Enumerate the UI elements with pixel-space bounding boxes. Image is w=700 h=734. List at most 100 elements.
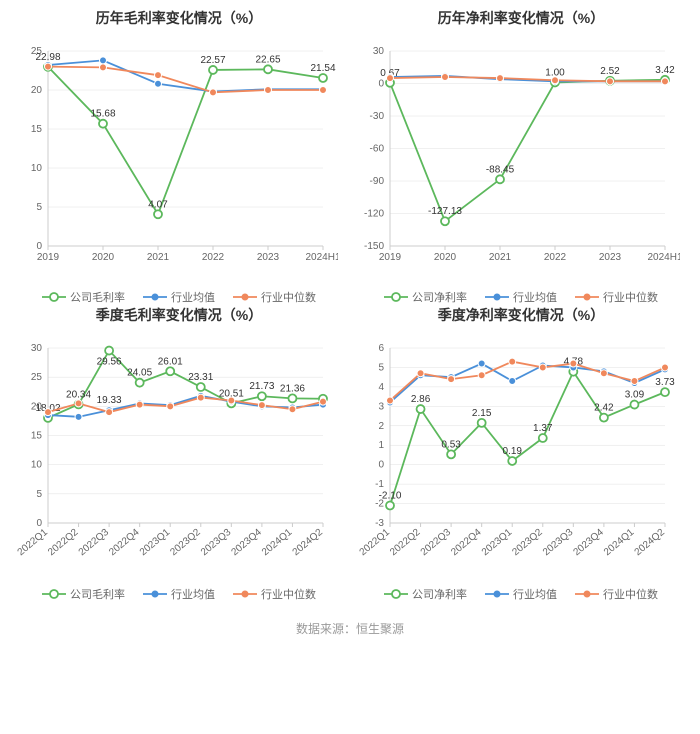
- svg-text:2021: 2021: [489, 252, 512, 263]
- svg-text:2019: 2019: [379, 252, 402, 263]
- svg-text:2023Q4: 2023Q4: [571, 527, 606, 559]
- svg-text:2024Q2: 2024Q2: [291, 527, 326, 559]
- svg-text:2023Q4: 2023Q4: [229, 527, 264, 559]
- svg-text:2023: 2023: [599, 252, 622, 263]
- svg-text:2023Q1: 2023Q1: [480, 527, 515, 559]
- data-source-footer: 数据来源：恒生聚源: [0, 620, 700, 647]
- svg-text:1.37: 1.37: [533, 423, 553, 434]
- svg-text:2022Q3: 2022Q3: [77, 527, 112, 559]
- svg-text:25: 25: [31, 372, 43, 383]
- svg-text:15: 15: [31, 431, 43, 442]
- svg-text:2024Q1: 2024Q1: [260, 527, 295, 559]
- svg-text:0.19: 0.19: [502, 446, 522, 457]
- svg-text:-1: -1: [375, 479, 384, 490]
- svg-text:19.33: 19.33: [97, 395, 122, 406]
- svg-text:6: 6: [378, 343, 384, 354]
- svg-text:30: 30: [31, 343, 43, 354]
- svg-text:15.68: 15.68: [90, 109, 115, 120]
- svg-text:2024Q2: 2024Q2: [633, 527, 668, 559]
- svg-text:21.36: 21.36: [280, 383, 305, 394]
- legend-company: 公司净利率: [384, 289, 467, 305]
- svg-text:-88.45: -88.45: [486, 164, 515, 175]
- annual_net-title: 历年净利率变化情况（%）: [350, 8, 692, 28]
- svg-text:2020: 2020: [92, 252, 115, 263]
- quarterly_gross-chart: 季度毛利率变化情况（%）0510152025302022Q12022Q22022…: [8, 305, 350, 602]
- svg-text:2022Q1: 2022Q1: [16, 527, 51, 559]
- svg-text:3: 3: [378, 401, 384, 412]
- svg-text:-127.13: -127.13: [428, 206, 462, 217]
- svg-text:-90: -90: [370, 176, 385, 187]
- svg-text:22.57: 22.57: [200, 55, 225, 66]
- svg-text:2022Q4: 2022Q4: [449, 527, 484, 559]
- svg-text:5: 5: [36, 202, 42, 213]
- svg-text:5: 5: [378, 362, 384, 373]
- svg-text:3.09: 3.09: [625, 390, 645, 401]
- legend-industry-median: 行业中位数: [575, 289, 658, 305]
- quarterly_net-legend: 公司净利率 行业均值 行业中位数: [350, 586, 692, 602]
- svg-text:-30: -30: [370, 111, 385, 122]
- svg-text:5: 5: [36, 489, 42, 500]
- svg-text:2024H1: 2024H1: [305, 252, 338, 263]
- legend-industry-avg: 行业均值: [485, 289, 557, 305]
- quarterly_net-title: 季度净利率变化情况（%）: [350, 305, 692, 325]
- quarterly_gross-legend: 公司毛利率 行业均值 行业中位数: [8, 586, 350, 602]
- quarterly_gross-svg: 0510152025302022Q12022Q22022Q32022Q42023…: [8, 333, 338, 573]
- svg-text:2022: 2022: [202, 252, 225, 263]
- svg-text:2022Q3: 2022Q3: [419, 527, 454, 559]
- svg-text:2023Q1: 2023Q1: [138, 527, 173, 559]
- svg-text:15: 15: [31, 124, 43, 135]
- svg-text:2024H1: 2024H1: [647, 252, 680, 263]
- quarterly_net-chart: 季度净利率变化情况（%）-3-2-101234562022Q12022Q2202…: [350, 305, 692, 602]
- svg-text:10: 10: [31, 460, 43, 471]
- svg-text:2.15: 2.15: [472, 408, 492, 419]
- svg-text:2023Q3: 2023Q3: [541, 527, 576, 559]
- svg-text:2020: 2020: [434, 252, 457, 263]
- svg-text:0: 0: [378, 460, 384, 471]
- annual_gross-title: 历年毛利率变化情况（%）: [8, 8, 350, 28]
- svg-text:2.86: 2.86: [411, 394, 431, 405]
- annual_gross-legend: 公司毛利率 行业均值 行业中位数: [8, 289, 350, 305]
- svg-text:2023: 2023: [257, 252, 280, 263]
- svg-text:4.07: 4.07: [148, 199, 168, 210]
- svg-text:2023Q3: 2023Q3: [199, 527, 234, 559]
- annual_net-chart: 历年净利率变化情况（%）-150-120-90-60-3003020192020…: [350, 8, 692, 305]
- svg-text:2021: 2021: [147, 252, 170, 263]
- svg-text:4: 4: [378, 382, 384, 393]
- legend-industry-avg: 行业均值: [143, 289, 215, 305]
- svg-text:0.53: 0.53: [441, 439, 461, 450]
- legend-company: 公司净利率: [384, 586, 467, 602]
- svg-text:0: 0: [36, 241, 42, 252]
- svg-text:20.34: 20.34: [66, 389, 91, 400]
- svg-text:0: 0: [378, 79, 384, 90]
- svg-text:-60: -60: [370, 144, 385, 155]
- svg-text:2.42: 2.42: [594, 403, 614, 414]
- svg-text:-2.10: -2.10: [379, 491, 402, 502]
- svg-text:2022Q2: 2022Q2: [388, 527, 423, 559]
- svg-text:2023Q2: 2023Q2: [510, 527, 545, 559]
- svg-text:2019: 2019: [37, 252, 60, 263]
- legend-company: 公司毛利率: [42, 289, 125, 305]
- svg-text:20: 20: [31, 85, 43, 96]
- legend-industry-avg: 行业均值: [143, 586, 215, 602]
- chart-grid: 历年毛利率变化情况（%）0510152025201920202021202220…: [0, 0, 700, 610]
- svg-text:2022Q1: 2022Q1: [358, 527, 393, 559]
- quarterly_gross-title: 季度毛利率变化情况（%）: [8, 305, 350, 325]
- svg-text:21.54: 21.54: [310, 63, 335, 74]
- annual_gross-svg: 0510152025201920202021202220232024H122.9…: [8, 36, 338, 276]
- svg-text:30: 30: [373, 46, 385, 57]
- svg-text:22.65: 22.65: [255, 54, 280, 65]
- annual_net-svg: -150-120-90-60-3003020192020202120222023…: [350, 36, 680, 276]
- svg-text:2023Q2: 2023Q2: [168, 527, 203, 559]
- quarterly_net-svg: -3-2-101234562022Q12022Q22022Q32022Q4202…: [350, 333, 680, 573]
- legend-company: 公司毛利率: [42, 586, 125, 602]
- svg-text:23.31: 23.31: [188, 372, 213, 383]
- svg-text:1: 1: [378, 440, 384, 451]
- annual_net-legend: 公司净利率 行业均值 行业中位数: [350, 289, 692, 305]
- svg-text:2022: 2022: [544, 252, 567, 263]
- svg-text:-150: -150: [364, 241, 384, 252]
- legend-industry-avg: 行业均值: [485, 586, 557, 602]
- legend-industry-median: 行业中位数: [233, 586, 316, 602]
- svg-text:2: 2: [378, 421, 384, 432]
- svg-text:10: 10: [31, 163, 43, 174]
- svg-text:3.73: 3.73: [655, 377, 675, 388]
